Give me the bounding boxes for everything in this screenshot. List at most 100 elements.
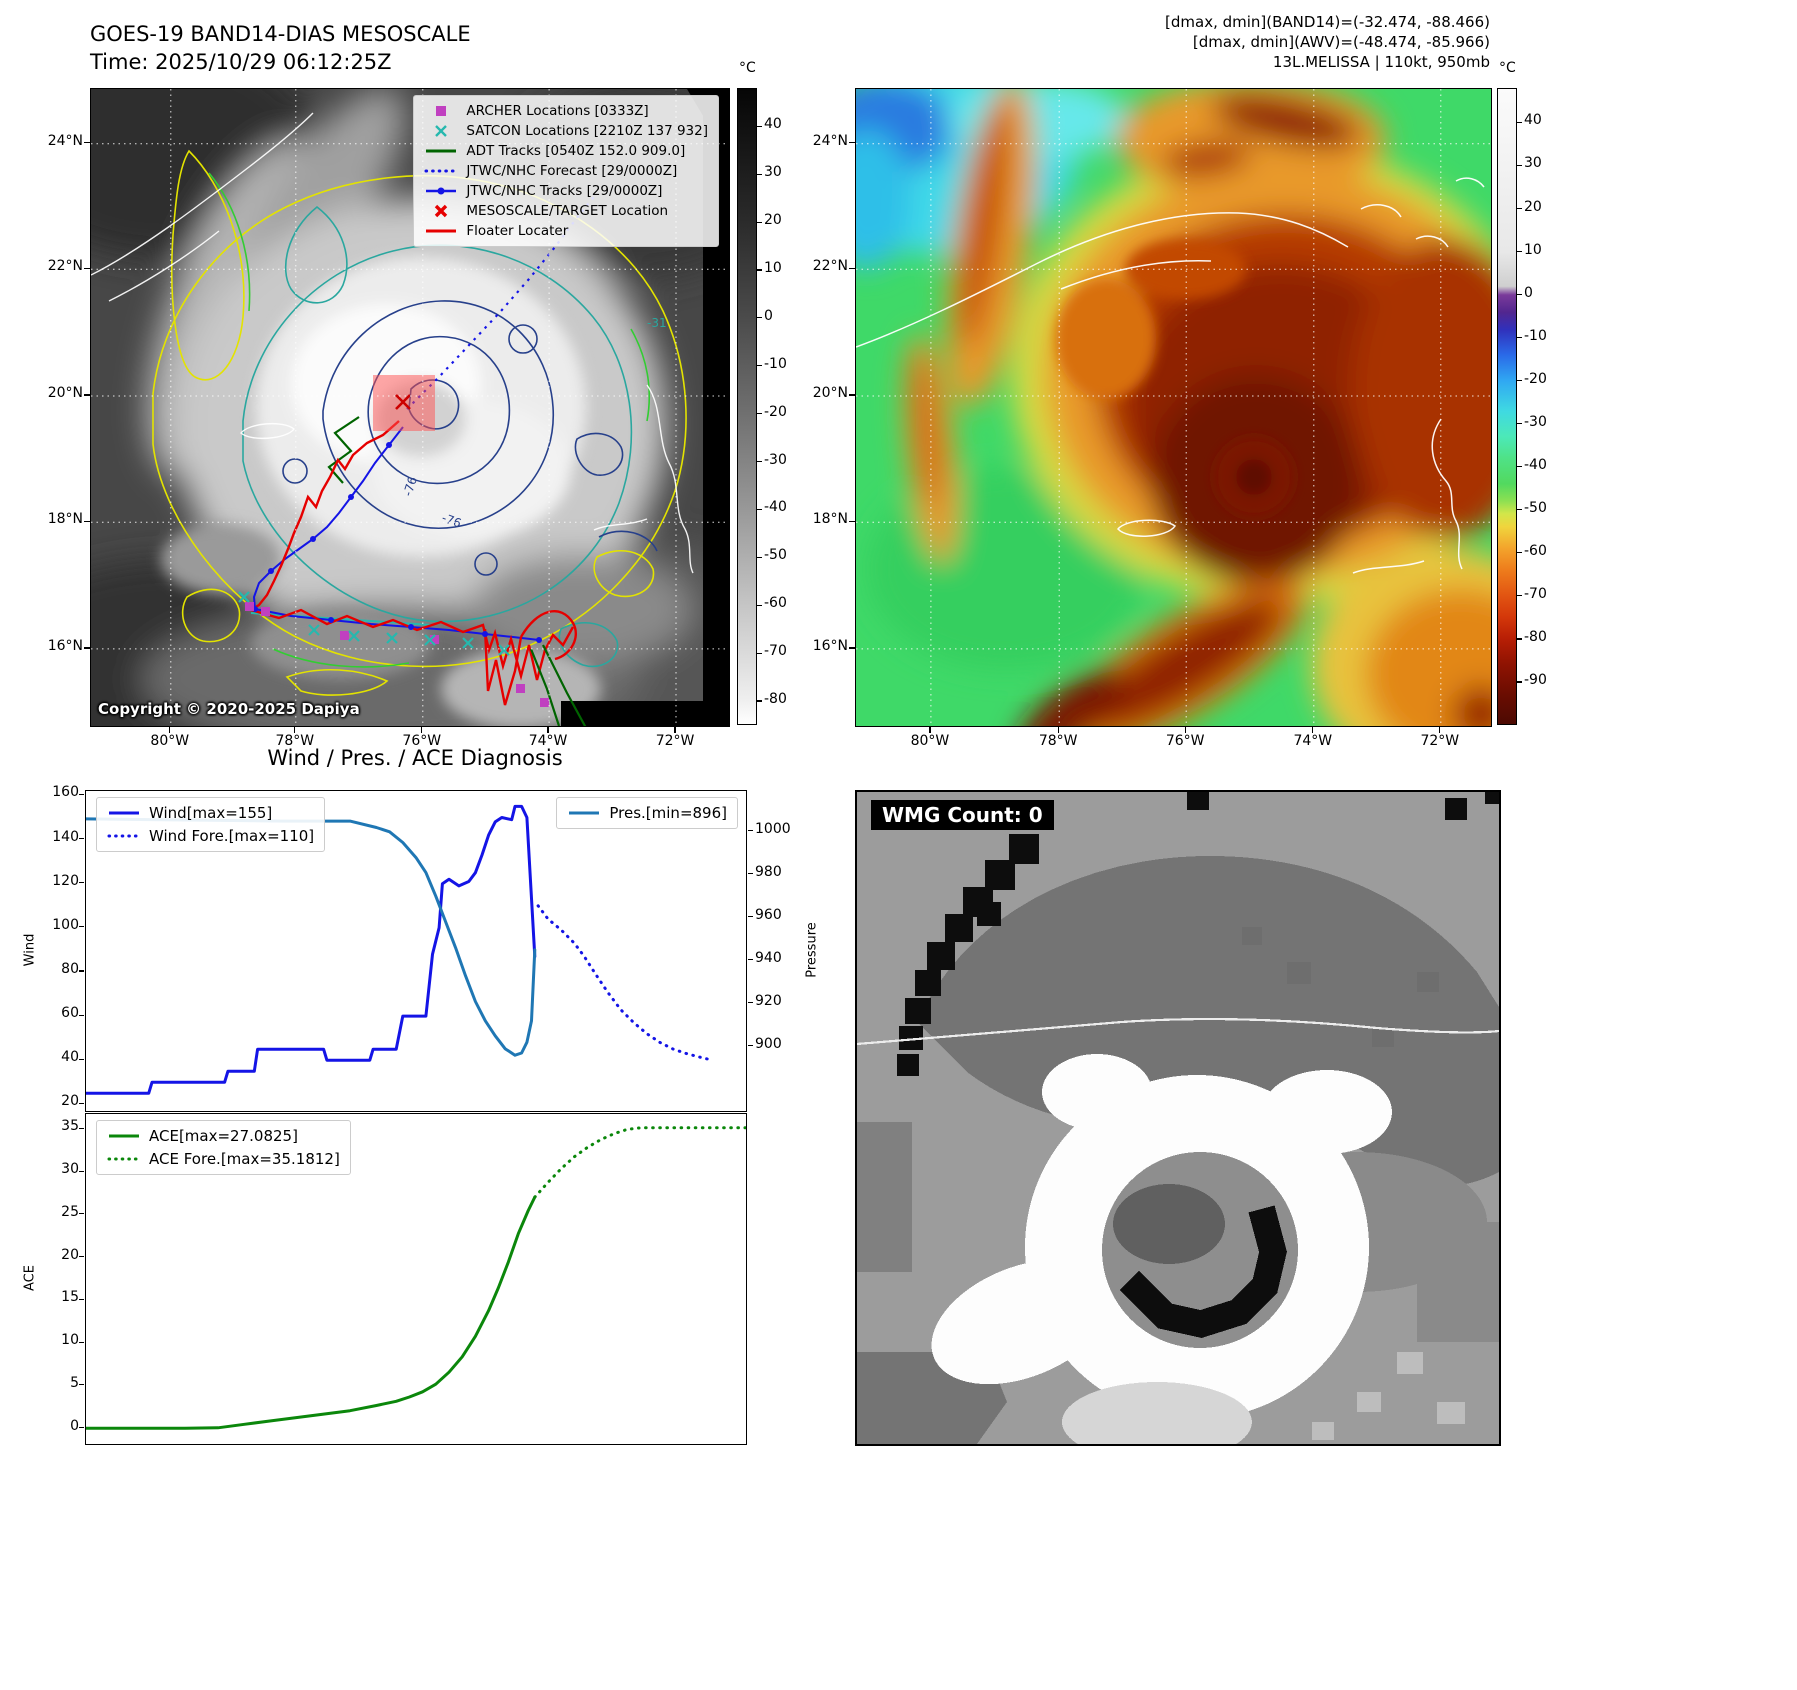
map-left-timestamp: Time: 2025/10/29 06:12:25Z xyxy=(90,50,392,74)
floater-track-4 xyxy=(519,610,578,661)
map_right-colorbar-tickmark xyxy=(1517,552,1522,554)
map_left-lon-tick-label: 80°W xyxy=(150,733,190,749)
colorbar-band14-unit: °C xyxy=(739,60,756,76)
map_left-lon-tick-label: 76°W xyxy=(402,733,442,749)
wmg-count-label: WMG Count: 0 xyxy=(871,800,1054,830)
map_left-colorbar-tick-label: -80 xyxy=(764,691,787,708)
ace-axis-tick-label: 15 xyxy=(61,1289,79,1306)
legend-item-label: Floater Locater xyxy=(466,223,569,239)
legend-sample-square xyxy=(436,106,447,116)
map_right-lat-tick-label: 16°N xyxy=(812,637,848,654)
legend-item-label: JTWC/NHC Tracks [29/0000Z] xyxy=(466,183,663,199)
map_left-colorbar-tickmark xyxy=(757,700,762,702)
map_right-colorbar-tick-label: -30 xyxy=(1524,413,1547,430)
black-pixel-band xyxy=(897,792,1499,1076)
wind-axis-tickmark xyxy=(79,837,84,840)
ace-axis-tick-label: 10 xyxy=(61,1332,79,1349)
ace-axis-tickmark xyxy=(79,1127,84,1129)
legend-sample-line xyxy=(426,229,457,233)
map_left-lon-tick-label: 78°W xyxy=(275,733,315,749)
map_left-colorbar-tickmark xyxy=(757,413,762,415)
ace-axis-tickmark xyxy=(79,1341,84,1343)
map_left-lon-tickmark xyxy=(674,727,676,733)
wind-axis-tickmark xyxy=(79,926,84,928)
wind-pressure-plot-area xyxy=(86,804,715,1095)
legend-item: ADT Tracks [0540Z 152.0 909.0] xyxy=(424,143,708,159)
map_right-lon-tick-label: 72°W xyxy=(1420,733,1460,749)
map_left-colorbar-tick-label: -50 xyxy=(764,547,787,564)
map_right-colorbar-tick-label: -70 xyxy=(1524,585,1547,602)
colorbar-awv xyxy=(1497,88,1517,725)
diagnosis-title: Wind / Pres. / ACE Diagnosis xyxy=(267,746,563,770)
legend-item-label: MESOSCALE/TARGET Location xyxy=(466,203,669,219)
legend-item-label: Wind[max=155] xyxy=(149,804,273,822)
map_right-colorbar-tickmark xyxy=(1517,293,1522,296)
map_right-colorbar-tick-label: -10 xyxy=(1524,327,1547,344)
map_left-lat-tickmark xyxy=(84,647,90,649)
map_right-colorbar-tickmark xyxy=(1517,466,1522,468)
map-left-panel: -31 -76 -76 ARCHER Locations [0333Z] SATCON… xyxy=(90,88,730,727)
pressure-axis-tickmark xyxy=(748,873,753,875)
map_left-colorbar-tickmark xyxy=(757,365,762,367)
ace-axis-tick-label: 0 xyxy=(70,1417,79,1434)
wind-axis-tick-label: 20 xyxy=(61,1093,79,1110)
map_right-lat-tickmark xyxy=(849,142,855,144)
wind-axis-tickmark xyxy=(79,793,84,795)
map_left-colorbar-tickmark xyxy=(757,652,762,654)
pressure-axis-tick-label: 980 xyxy=(755,863,782,880)
map_right-lat-tick-label: 22°N xyxy=(812,258,848,275)
map_right-colorbar-tickmark xyxy=(1517,121,1522,124)
map_right-colorbar-tickmark xyxy=(1517,681,1522,683)
map_right-lon-tickmark xyxy=(1439,727,1441,733)
wind-pressure-chart: Wind[max=155] Wind Fore.[max=110] Pres.[m… xyxy=(85,790,747,1112)
map_right-colorbar-tickmark xyxy=(1517,207,1522,210)
map_left-lat-tick-label: 18°N xyxy=(47,511,83,528)
map_left-colorbar-tickmark xyxy=(757,508,762,511)
ace-axis-tick-label: 5 xyxy=(70,1374,79,1391)
ace-axis-tickmark xyxy=(79,1384,84,1386)
map_right-lon-tick-label: 76°W xyxy=(1165,733,1205,749)
target-x-marker xyxy=(395,394,411,410)
map_right-lon-tickmark xyxy=(929,727,931,733)
contour-label: -76 xyxy=(440,511,463,531)
white-pixel-noise xyxy=(1092,1122,1334,1402)
ace-axis-tickmark xyxy=(79,1427,84,1429)
pressure-axis-tickmark xyxy=(748,1044,753,1047)
coastlines xyxy=(856,177,1485,574)
series-line-2 xyxy=(86,817,537,1057)
ace-axis-tick-label: 20 xyxy=(61,1246,79,1263)
map_right-lat-tickmark xyxy=(849,394,855,396)
storm-tracks xyxy=(250,192,598,726)
map_right-colorbar-tick-label: 20 xyxy=(1524,198,1542,215)
black-eyewall-arc xyxy=(1119,1205,1287,1338)
map_left-lat-tickmark xyxy=(84,394,90,396)
map_left-lat-tickmark xyxy=(84,142,90,144)
stat-line: [dmax, dmin](AWV)=(-48.474, -85.966) xyxy=(1192,33,1490,51)
map_left-colorbar-tick-label: -10 xyxy=(764,355,787,372)
map_right-colorbar-tick-label: 10 xyxy=(1524,241,1542,258)
legend-item-label: JTWC/NHC Forecast [29/0000Z] xyxy=(466,163,678,179)
map_right-colorbar-tick-label: -40 xyxy=(1524,456,1547,473)
pressure-axis-tickmark xyxy=(748,959,753,961)
map_right-colorbar-tick-label: 0 xyxy=(1524,284,1533,301)
adt-track-3 xyxy=(542,644,587,726)
map_left-colorbar-tickmark xyxy=(757,604,762,606)
map_right-colorbar-tick-label: 40 xyxy=(1524,112,1542,129)
colorbar-band14 xyxy=(737,88,757,725)
map_right-colorbar-tick-label: -20 xyxy=(1524,370,1547,387)
pressure-axis-tick-label: 900 xyxy=(755,1035,782,1052)
map_right-lon-tick-label: 74°W xyxy=(1293,733,1333,749)
map_left-lon-tick-label: 72°W xyxy=(655,733,695,749)
map_left-colorbar-tickmark xyxy=(757,269,762,271)
pressure-axis-tick-label: 920 xyxy=(755,992,782,1009)
map_left-lat-tick-label: 20°N xyxy=(47,385,83,402)
legend-item: Floater Locater xyxy=(424,223,708,239)
legend-sample-x-bold xyxy=(435,204,448,218)
wind-axis-tickmark xyxy=(79,1014,84,1016)
stat-line: 13L.MELISSA | 110kt, 950mb xyxy=(1272,53,1490,71)
ace-chart: ACE[max=27.0825] ACE Fore.[max=35.1812] xyxy=(85,1113,747,1445)
ace-axis-tickmark xyxy=(79,1213,84,1215)
legend-item: MESOSCALE/TARGET Location xyxy=(424,203,708,219)
map_right-colorbar-tickmark xyxy=(1517,337,1522,339)
